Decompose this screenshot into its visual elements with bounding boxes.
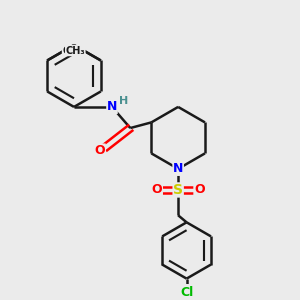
Text: N: N: [173, 162, 183, 175]
Text: O: O: [152, 184, 162, 196]
Text: S: S: [173, 183, 183, 197]
Text: Cl: Cl: [180, 286, 193, 298]
Text: H: H: [118, 96, 128, 106]
Text: N: N: [107, 100, 117, 113]
Text: O: O: [194, 184, 205, 196]
Text: CH₃: CH₃: [62, 46, 82, 56]
Text: CH₃: CH₃: [65, 46, 85, 56]
Text: O: O: [94, 144, 105, 157]
